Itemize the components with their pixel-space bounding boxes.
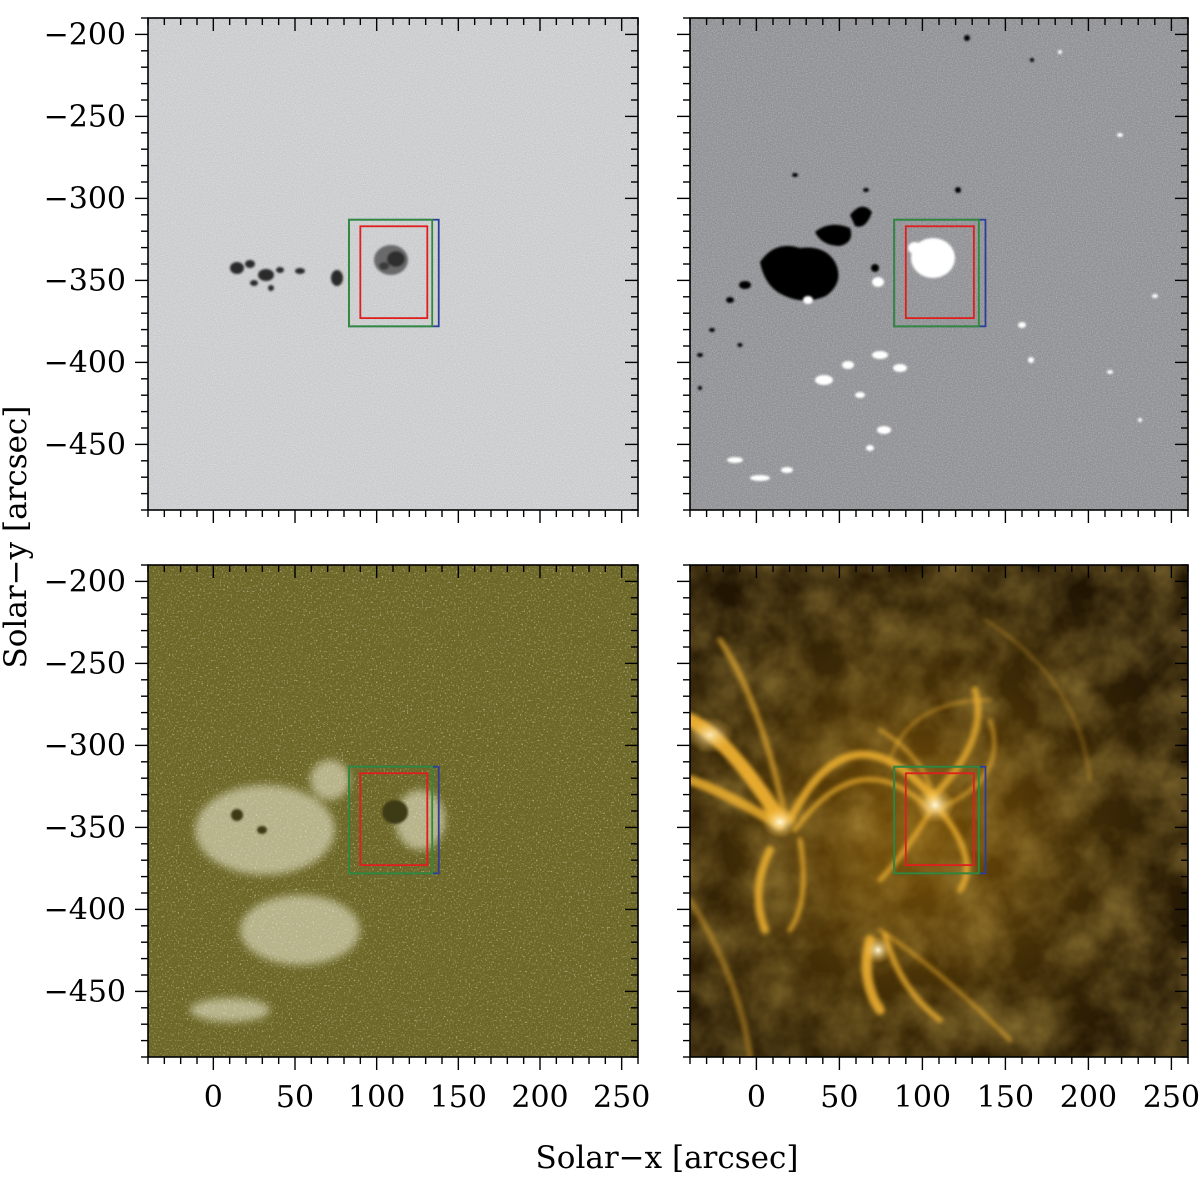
panel-axes-4: 0 50 100 150 200 250 — [677, 564, 1200, 1115]
x-tick-label: 150 — [977, 1080, 1034, 1115]
y-tick-label: −400 — [44, 345, 126, 380]
panel-magnetogram — [690, 18, 1188, 510]
negative-polarity — [697, 35, 1034, 390]
region-box-inner — [359, 225, 429, 320]
x-tick-label: 0 — [747, 1080, 766, 1115]
y-tick-label: −250 — [44, 99, 126, 134]
sunspot-group — [230, 260, 343, 291]
panel-corona — [690, 565, 1188, 1057]
y-tick-label: −350 — [44, 263, 126, 298]
x-tick-label: 150 — [430, 1080, 487, 1115]
panel-axes-1: −200 −250 −300 −350 −400 −450 — [44, 17, 639, 523]
y-tick-label: −200 — [44, 564, 126, 599]
y-tick-label: −450 — [44, 974, 126, 1009]
panel-axes-2 — [677, 17, 1189, 523]
positive-polarity — [727, 50, 1158, 481]
x-tick-label: 0 — [204, 1080, 223, 1115]
x-tick-label: 50 — [276, 1080, 314, 1115]
y-tick-label: −350 — [44, 810, 126, 845]
coronal-loops — [690, 618, 1092, 1057]
coronal-bright-cores — [690, 717, 955, 964]
leading-sunspot — [374, 245, 408, 275]
panel-axes-3: −200 −250 −300 −350 −400 −450 0 50 100 150 200 250 — [44, 564, 650, 1115]
chromo-spots — [231, 800, 408, 834]
region-box-middle — [347, 765, 434, 875]
region-box-middle — [347, 218, 434, 328]
region-box-inner — [904, 225, 975, 320]
y-tick-label: −250 — [44, 646, 126, 681]
y-axis-title: Solar−y [arcsec] — [0, 406, 34, 669]
x-tick-label: 50 — [820, 1080, 858, 1115]
x-tick-label: 200 — [1060, 1080, 1117, 1115]
region-box-inner — [904, 772, 975, 867]
region-box-middle — [893, 218, 980, 328]
x-tick-label: 100 — [894, 1080, 951, 1115]
y-tick-label: −400 — [44, 892, 126, 927]
panel-chromosphere — [148, 565, 638, 1057]
y-tick-label: −450 — [44, 427, 126, 462]
region-box-inner — [359, 772, 429, 867]
y-tick-label: −200 — [44, 17, 126, 52]
x-tick-label: 200 — [511, 1080, 568, 1115]
x-axis-title: Solar−x [arcsec] — [536, 1140, 799, 1176]
y-tick-label: −300 — [44, 728, 126, 763]
panel-continuum — [148, 18, 638, 510]
x-tick-label: 100 — [348, 1080, 405, 1115]
y-tick-label: −300 — [44, 181, 126, 216]
region-box-middle — [893, 765, 980, 875]
x-tick-label: 250 — [1143, 1080, 1200, 1115]
overlay-layer: −200 −250 −300 −350 −400 −450 −200 −250 −300 −350… — [44, 17, 1200, 1115]
x-tick-label: 250 — [593, 1080, 650, 1115]
